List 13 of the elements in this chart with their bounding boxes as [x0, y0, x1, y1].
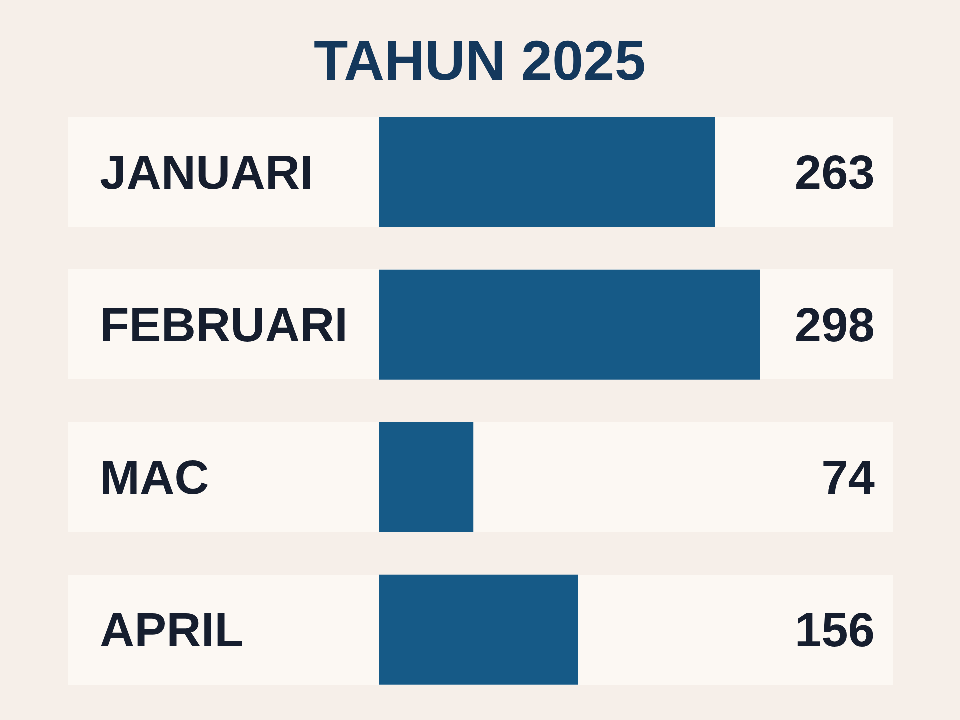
- bar: [379, 117, 716, 228]
- y-tick-label: APRIL: [100, 604, 244, 658]
- bar: [379, 422, 474, 532]
- data-label: 298: [794, 300, 875, 353]
- data-label: 74: [822, 452, 876, 506]
- y-tick-label: JANUARI: [100, 147, 314, 200]
- bar: [379, 574, 578, 685]
- chart-title: TAHUN 2025: [313, 29, 647, 92]
- y-tick-label: FEBRUARI: [100, 300, 348, 353]
- bar: [379, 270, 760, 380]
- data-label: 156: [794, 604, 875, 658]
- data-label: 263: [794, 147, 875, 200]
- y-tick-label: MAC: [100, 452, 210, 506]
